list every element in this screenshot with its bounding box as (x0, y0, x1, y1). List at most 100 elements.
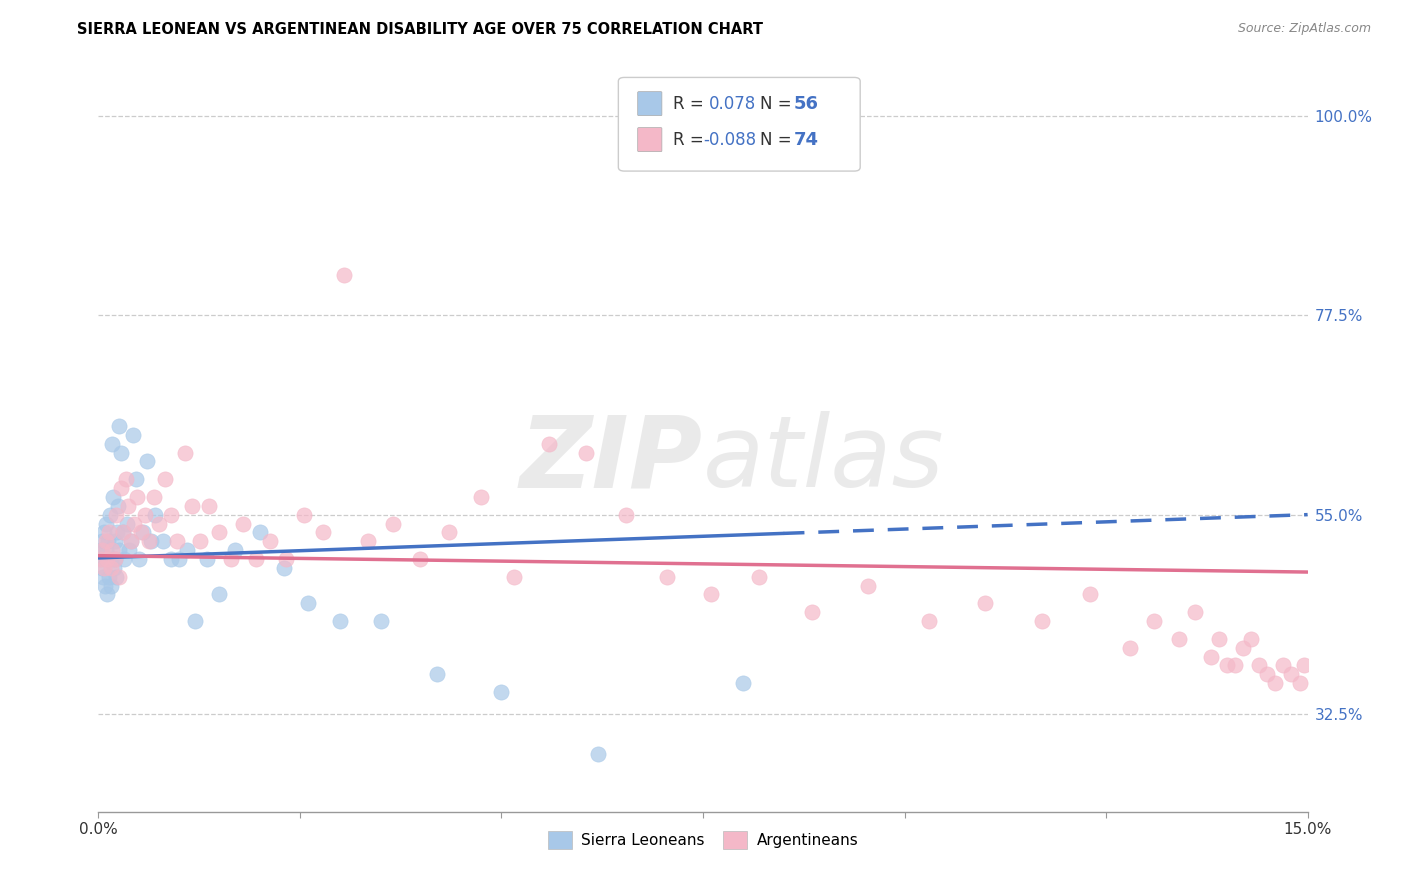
Point (245, 552, 267, 566)
Point (94, 534, 117, 549)
Point (1292, 658, 1315, 673)
Point (748, 570, 770, 584)
Point (112, 525, 135, 540)
Point (89, 552, 111, 566)
Point (90, 552, 112, 566)
Point (173, 445, 195, 459)
Point (122, 428, 145, 442)
Point (1167, 632, 1189, 646)
Point (105, 508, 128, 522)
Point (1143, 614, 1166, 628)
Point (700, 587, 723, 601)
Point (135, 454, 157, 468)
Point (1264, 676, 1286, 690)
Point (96, 516, 118, 531)
Point (655, 570, 678, 584)
Point (90, 543, 112, 558)
Point (97, 534, 120, 549)
Point (312, 525, 335, 540)
FancyBboxPatch shape (619, 78, 860, 171)
Point (208, 525, 231, 540)
Point (103, 552, 125, 566)
Point (91, 570, 114, 584)
Point (273, 561, 295, 575)
Text: ZIP: ZIP (520, 411, 703, 508)
Point (153, 472, 176, 486)
FancyBboxPatch shape (638, 92, 662, 116)
Point (537, 436, 560, 450)
Point (249, 525, 271, 540)
Point (219, 552, 242, 566)
Point (198, 499, 221, 513)
Text: 74: 74 (794, 130, 818, 149)
Point (176, 543, 198, 558)
Point (101, 436, 124, 450)
Point (974, 596, 997, 610)
Point (93, 525, 115, 540)
Point (232, 516, 254, 531)
Point (100, 579, 122, 593)
Point (112, 552, 135, 566)
Point (1240, 632, 1263, 646)
Point (184, 614, 207, 628)
Point (97, 525, 120, 540)
Point (1078, 587, 1101, 601)
Point (96, 552, 118, 566)
Point (107, 570, 129, 584)
Point (503, 570, 526, 584)
Point (1119, 640, 1142, 655)
Text: 56: 56 (794, 95, 818, 112)
Point (138, 534, 160, 549)
Point (470, 490, 492, 504)
Point (1208, 632, 1230, 646)
Point (97, 570, 120, 584)
Point (152, 534, 174, 549)
Point (166, 534, 188, 549)
Point (181, 499, 204, 513)
Text: N =: N = (759, 130, 797, 149)
Point (117, 499, 139, 513)
Point (114, 472, 136, 486)
Point (800, 605, 823, 619)
Point (148, 516, 170, 531)
Point (103, 534, 125, 549)
Point (111, 525, 134, 540)
Point (96, 587, 118, 601)
Point (918, 614, 941, 628)
Point (426, 667, 449, 681)
Text: N =: N = (759, 95, 797, 112)
Point (120, 534, 142, 549)
Text: 0.078: 0.078 (709, 95, 756, 112)
Point (160, 508, 183, 522)
Point (134, 508, 156, 522)
Point (96, 552, 118, 566)
Point (100, 561, 122, 575)
Point (167, 552, 190, 566)
Point (101, 490, 124, 504)
Point (329, 614, 352, 628)
Point (1199, 649, 1222, 664)
Point (224, 543, 246, 558)
Text: Source: ZipAtlas.com: Source: ZipAtlas.com (1237, 22, 1371, 36)
Point (614, 508, 637, 522)
Text: SIERRA LEONEAN VS ARGENTINEAN DISABILITY AGE OVER 75 CORRELATION CHART: SIERRA LEONEAN VS ARGENTINEAN DISABILITY… (77, 22, 763, 37)
Point (1281, 667, 1303, 681)
Point (160, 552, 183, 566)
Point (195, 552, 218, 566)
Point (91, 534, 114, 549)
Point (110, 445, 132, 459)
Point (208, 587, 231, 601)
Point (1184, 605, 1206, 619)
Point (93, 561, 115, 575)
Point (1216, 658, 1239, 673)
Point (108, 419, 131, 434)
Point (118, 543, 141, 558)
Point (91, 543, 114, 558)
Point (733, 676, 755, 690)
Point (1256, 667, 1278, 681)
Point (132, 525, 155, 540)
Point (1232, 640, 1254, 655)
Point (103, 561, 125, 575)
Point (858, 579, 880, 593)
Point (94, 543, 117, 558)
